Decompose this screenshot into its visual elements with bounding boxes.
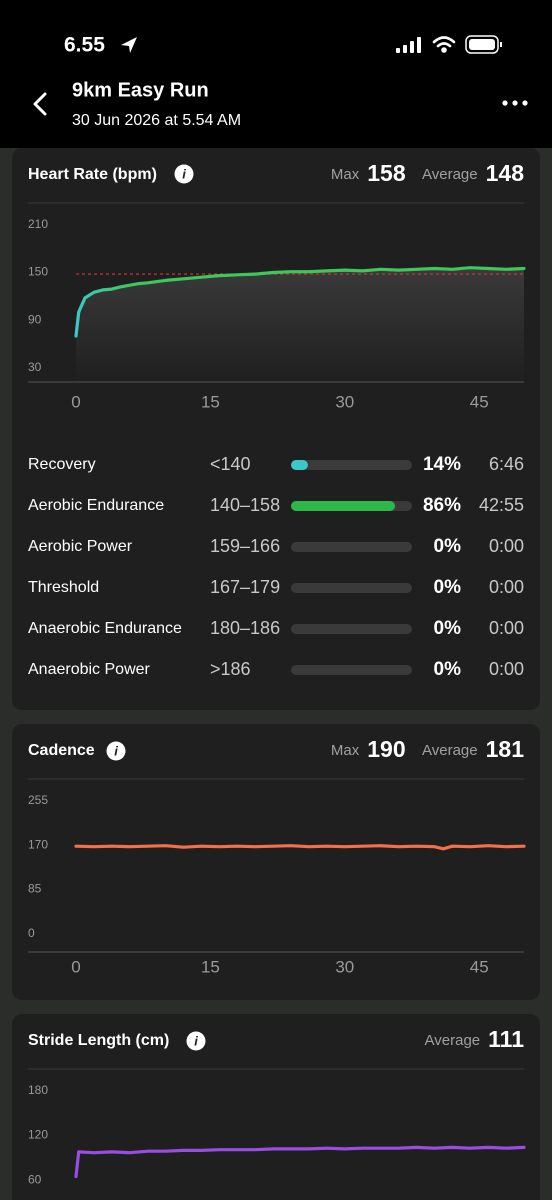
zone-name: Anaerobic Power: [28, 661, 151, 678]
zone-range: 159–166: [210, 536, 280, 556]
stat-label: Max: [331, 166, 360, 183]
x-tick-label: 0: [71, 392, 80, 411]
zone-track: [291, 542, 412, 552]
y-tick-label: 85: [28, 882, 42, 896]
zone-time: 6:46: [489, 454, 524, 474]
cadence-card: [12, 724, 540, 1000]
stat-label: Average: [425, 1032, 481, 1049]
zone-bar: [291, 460, 308, 470]
zone-percent: 0%: [434, 659, 462, 680]
stat-label: Average: [422, 742, 478, 759]
y-tick-label: 255: [28, 793, 48, 807]
zone-track: [291, 665, 412, 675]
zone-percent: 0%: [434, 536, 462, 557]
stat-value: 148: [486, 160, 525, 186]
zone-time: 0:00: [489, 618, 524, 638]
more-button[interactable]: [502, 100, 528, 106]
zone-range: <140: [210, 454, 251, 474]
stat-label: Average: [422, 166, 478, 183]
stat-value: 190: [367, 736, 405, 762]
zone-name: Aerobic Power: [28, 538, 133, 555]
svg-text:i: i: [194, 1033, 198, 1048]
zone-time: 0:00: [489, 577, 524, 597]
x-tick-label: 30: [335, 392, 354, 411]
zone-percent: 0%: [434, 618, 462, 639]
activity-title: 9km Easy Run: [72, 79, 209, 101]
y-tick-label: 150: [28, 265, 48, 279]
x-tick-label: 0: [71, 957, 80, 976]
zone-percent: 14%: [423, 454, 461, 475]
zone-time: 0:00: [489, 659, 524, 679]
stat-value: 181: [486, 736, 525, 762]
x-tick-label: 30: [335, 957, 354, 976]
info-icon[interactable]: i: [106, 741, 126, 761]
y-tick-label: 210: [28, 217, 48, 231]
card-title: Stride Length (cm): [28, 1032, 169, 1049]
zone-name: Anaerobic Endurance: [28, 620, 182, 637]
stat-value: 111: [488, 1026, 524, 1052]
status-time: 6.55: [64, 34, 105, 57]
wifi-icon: [432, 36, 456, 53]
data-line: [74, 844, 526, 851]
zone-track: [291, 624, 412, 634]
card-title: Cadence: [28, 742, 95, 759]
svg-text:i: i: [114, 743, 118, 758]
y-tick-label: 120: [28, 1128, 48, 1142]
x-tick-label: 15: [201, 392, 220, 411]
y-tick-label: 180: [28, 1083, 48, 1097]
area: [76, 267, 524, 382]
zone-percent: 86%: [423, 495, 461, 516]
stat-value: 158: [367, 160, 406, 186]
zone-name: Recovery: [28, 456, 96, 473]
top-bar: [0, 0, 552, 148]
zone-range: 140–158: [210, 495, 280, 515]
location-icon: [121, 37, 137, 53]
svg-text:i: i: [182, 166, 186, 181]
zone-bar: [291, 501, 396, 511]
zone-range: 167–179: [210, 577, 280, 597]
info-icon[interactable]: i: [186, 1031, 206, 1051]
zone-name: Aerobic Endurance: [28, 497, 164, 514]
y-tick-label: 30: [28, 360, 42, 374]
zone-name: Threshold: [28, 579, 99, 596]
zone-time: 42:55: [479, 495, 524, 515]
zone-percent: 0%: [434, 577, 462, 598]
signal-icon: [396, 37, 421, 53]
x-tick-label: 15: [201, 957, 220, 976]
info-icon[interactable]: i: [174, 164, 194, 184]
y-tick-label: 60: [28, 1172, 42, 1186]
zone-range: >186: [210, 659, 251, 679]
battery-icon: [465, 35, 502, 54]
x-tick-label: 45: [470, 392, 489, 411]
data-line: [74, 266, 526, 338]
y-tick-label: 170: [28, 837, 48, 851]
zone-track: [291, 460, 412, 470]
activity-date: 30 Jun 2026 at 5.54 AM: [72, 112, 241, 129]
stat-label: Max: [331, 742, 360, 759]
zone-time: 0:00: [489, 536, 524, 556]
stride-card: [12, 1014, 540, 1200]
x-tick-label: 45: [470, 957, 489, 976]
data-line: [74, 1145, 526, 1179]
y-tick-label: 0: [28, 926, 35, 940]
back-button[interactable]: [33, 92, 47, 116]
card-title: Heart Rate (bpm): [28, 166, 157, 183]
zone-track: [291, 583, 412, 593]
y-tick-label: 90: [28, 312, 42, 326]
zone-range: 180–186: [210, 618, 280, 638]
